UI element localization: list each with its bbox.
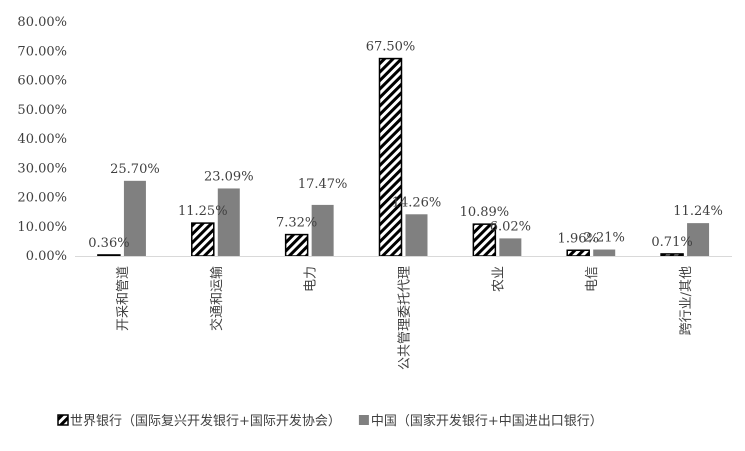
data-label: 25.70% — [110, 162, 160, 177]
x-axis: 开采和管道 交通和运输 电力 公共管理委托代理 农业 电信 跨行业/其他 — [75, 256, 732, 370]
data-label: 17.47% — [298, 177, 348, 192]
data-label: 1.96% — [558, 231, 599, 246]
data-label: 0.36% — [88, 236, 129, 251]
category-label: 公共管理委托代理 — [398, 266, 413, 370]
data-label: 7.32% — [276, 216, 317, 231]
bar-worldbank — [191, 222, 215, 257]
legend-swatch-worldbank — [57, 414, 69, 426]
bar-china — [499, 238, 522, 256]
bar-china — [687, 223, 710, 256]
bar-worldbank — [660, 253, 684, 257]
y-tick-label: 30.00% — [17, 161, 67, 176]
category-label: 交通和运输 — [209, 266, 225, 331]
data-label: 14.26% — [392, 195, 442, 210]
y-tick-label: 50.00% — [17, 103, 67, 118]
bar-worldbank — [97, 254, 121, 257]
bar-worldbank — [378, 57, 403, 257]
legend-swatch-china — [358, 415, 369, 425]
data-labels: 0.36% 25.70% 11.25% 23.09% 7.32% 17.47% 67.50%… — [88, 40, 723, 251]
data-label: 11.25% — [178, 204, 228, 219]
bar-china — [311, 204, 334, 256]
y-tick-label: 0.00% — [26, 249, 67, 264]
category-label: 农业 — [491, 266, 506, 292]
legend: 世界银行（国际复兴开发银行+国际开发协会） 中国（国家开发银行+中国进出口银行） — [57, 413, 603, 429]
bar-worldbank — [284, 233, 309, 257]
y-tick-label: 10.00% — [17, 220, 67, 235]
y-tick-label: 40.00% — [17, 132, 67, 147]
data-label: 6.02% — [490, 219, 531, 234]
bars — [97, 57, 710, 257]
bar-china — [593, 249, 616, 256]
category-label: 电信 — [585, 266, 600, 292]
data-label: 23.09% — [204, 169, 254, 184]
data-label: 11.24% — [673, 204, 723, 219]
legend-label-china: 中国（国家开发银行+中国进出口银行） — [371, 413, 603, 429]
y-tick-label: 60.00% — [17, 74, 67, 89]
data-label: 67.50% — [366, 40, 416, 55]
bar-china — [217, 188, 240, 256]
y-tick-label: 80.00% — [17, 15, 67, 30]
data-label: 10.89% — [460, 205, 510, 220]
category-label: 电力 — [304, 266, 319, 292]
y-axis: 0.00% 10.00% 20.00% 30.00% 40.00% 50.00% 60.00… — [17, 15, 67, 264]
category-label: 开采和管道 — [116, 266, 131, 331]
y-tick-label: 20.00% — [17, 191, 67, 206]
data-label: 2.21% — [584, 231, 625, 246]
category-label: 跨行业/其他 — [679, 266, 694, 335]
legend-label-worldbank: 世界银行（国际复兴开发银行+国际开发协会） — [70, 413, 341, 429]
data-label: 0.71% — [651, 235, 692, 250]
y-tick-label: 70.00% — [17, 44, 67, 59]
bar-worldbank — [566, 249, 590, 257]
bar-china — [405, 214, 428, 256]
bar-china — [123, 180, 146, 256]
